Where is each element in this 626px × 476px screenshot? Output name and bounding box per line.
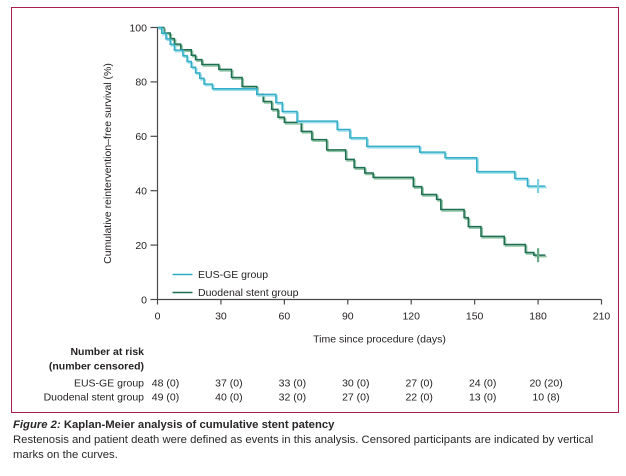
figure-caption: Figure 2: Kaplan-Meier analysis of cumul…	[13, 418, 615, 463]
y-axis-title: Cumulative reintervention–free survival …	[102, 63, 114, 264]
risk-cell: 49 (0)	[152, 392, 179, 404]
figure-description-line1: Restenosis and patient death were define…	[13, 434, 594, 446]
risk-cell: 48 (0)	[152, 378, 179, 390]
risk-cell: 37 (0)	[215, 378, 242, 390]
risk-table-header-line1: Number at risk	[70, 346, 144, 358]
legend-label-duodenal: Duodenal stent group	[198, 287, 299, 299]
duodenal-stent-curve-shadow	[158, 28, 547, 258]
km-curves	[157, 26, 547, 263]
risk-cell: 13 (0)	[469, 392, 496, 404]
legend-label-eus-ge: EUS-GE group	[198, 269, 268, 281]
risk-cell: 27 (0)	[342, 392, 369, 404]
figure-description-line2: marks on the curves.	[13, 449, 118, 461]
figure-caption-title-line: Figure 2: Kaplan-Meier analysis of cumul…	[13, 418, 615, 433]
x-tick-label: 210	[593, 311, 611, 323]
risk-table: Number at risk (number censored) EUS-GE …	[44, 346, 563, 404]
x-tick-label: 60	[279, 311, 291, 323]
x-tick-label: 0	[155, 311, 161, 323]
km-curve-duodenal-stent-group	[157, 26, 547, 258]
x-ticks: 0 30 60 90 120 150 180 210	[155, 299, 611, 323]
chart-legend: EUS-GE group Duodenal stent group	[172, 269, 299, 299]
x-tick-label: 180	[529, 311, 547, 323]
figure-panel: 0 20 40 60 80 100 0 30 60 90 120 150 180 210 Cumulat…	[11, 7, 619, 413]
x-tick-label: 150	[466, 311, 484, 323]
x-axis-title: Time since procedure (days)	[313, 334, 446, 346]
km-chart-svg: 0 20 40 60 80 100 0 30 60 90 120 150 180 210 Cumulat…	[44, 22, 611, 404]
x-tick-label: 120	[402, 311, 420, 323]
risk-cell: 40 (0)	[215, 392, 242, 404]
risk-cell: 10 (8)	[532, 392, 559, 404]
y-ticks: 0 20 40 60 80 100	[129, 22, 158, 306]
risk-cell: 27 (0)	[405, 378, 432, 390]
km-curve-eus-ge-group	[157, 26, 547, 189]
figure-number-label: Figure 2:	[13, 419, 61, 431]
eus-ge-curve	[157, 26, 546, 187]
risk-cell: 22 (0)	[405, 392, 432, 404]
risk-cell: 20 (20)	[529, 378, 562, 390]
y-tick-label: 80	[135, 77, 147, 89]
y-tick-label: 20	[135, 240, 147, 252]
y-tick-label: 100	[129, 22, 147, 34]
y-tick-label: 40	[135, 186, 147, 198]
risk-cell: 32 (0)	[279, 392, 306, 404]
risk-table-header-line2: (number censored)	[49, 361, 144, 373]
x-tick-label: 90	[342, 311, 354, 323]
duodenal-stent-curve	[157, 26, 546, 256]
risk-cell: 33 (0)	[279, 378, 306, 390]
risk-row-label-duodenal: Duodenal stent group	[44, 392, 145, 404]
x-tick-label: 30	[215, 311, 227, 323]
y-tick-label: 60	[135, 131, 147, 143]
figure-title: Kaplan-Meier analysis of cumulative sten…	[63, 419, 335, 431]
risk-row-label-eus-ge: EUS-GE group	[74, 378, 144, 390]
risk-cell: 30 (0)	[342, 378, 369, 390]
risk-cell: 24 (0)	[469, 378, 496, 390]
eus-ge-curve-shadow	[158, 28, 547, 189]
y-tick-label: 0	[141, 294, 147, 306]
